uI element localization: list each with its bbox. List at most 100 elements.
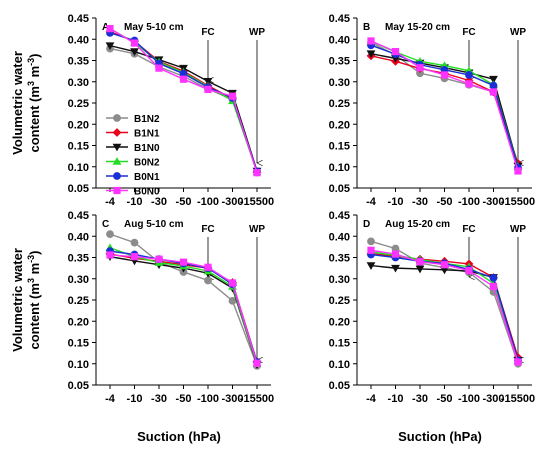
x-tick-label: -50 xyxy=(437,196,453,208)
y-tick-label: 0.05 xyxy=(329,380,350,392)
y-tick-label: 0.15 xyxy=(329,141,350,153)
y-axis-label-line1: Volumetric water xyxy=(10,248,25,352)
legend-item: B0N1 xyxy=(106,172,160,183)
data-point xyxy=(440,71,449,79)
data-point xyxy=(440,261,449,269)
y-tick-label: 0.05 xyxy=(329,183,350,195)
data-point xyxy=(130,48,139,56)
x-tick-label: -300 xyxy=(221,393,243,405)
data-point xyxy=(489,81,498,90)
data-point xyxy=(204,263,212,271)
data-point xyxy=(367,246,375,254)
y-tick-label: 0.10 xyxy=(68,162,89,174)
y-tick-label: 0.15 xyxy=(68,338,89,350)
x-tick-label: -15500 xyxy=(501,196,535,208)
legend-label: B1N2 xyxy=(134,114,160,125)
x-tick-label: -30 xyxy=(151,393,167,405)
x-tick-label: -15500 xyxy=(501,393,535,405)
panels: 0.05 0.10 0.15 0.20 0.25 0.30 0.35 0.40 0.45 -4 -1… xyxy=(68,13,536,405)
panel-letter: D xyxy=(363,219,370,230)
panel-letter: B xyxy=(363,22,370,33)
y-tick-label: 0.40 xyxy=(68,231,89,243)
data-point xyxy=(113,114,121,122)
panel-title: May 15-20 cm xyxy=(385,22,450,33)
series-b1n0 xyxy=(105,253,262,369)
chart-panel-d: 0.05 0.10 0.15 0.20 0.25 0.30 0.35 0.40 0.45 -4 -1… xyxy=(329,210,536,405)
x-tick-label: -10 xyxy=(127,393,143,405)
chart-panel-a: 0.05 0.10 0.15 0.20 0.25 0.30 0.35 0.40 0.45 -4 -1… xyxy=(68,13,275,208)
y-tick-label: 0.20 xyxy=(329,119,350,131)
y-axis-label-bottom: Volumetric water content (m3 m-3) xyxy=(10,248,42,352)
y-tick-label: 0.35 xyxy=(68,253,89,265)
data-point xyxy=(391,47,400,56)
y-tick-label: 0.35 xyxy=(68,56,89,68)
y-axis-label-line2: content (m3 m-3) xyxy=(26,251,42,350)
x-tick-label: -30 xyxy=(412,393,428,405)
data-point xyxy=(366,50,376,59)
y-tick-label: 0.30 xyxy=(68,77,89,89)
x-tick-label: -10 xyxy=(388,393,404,405)
data-point xyxy=(112,128,122,137)
y-tick-label: 0.30 xyxy=(68,274,89,286)
fc-label: FC xyxy=(462,224,475,235)
data-point xyxy=(228,279,237,287)
y-tick-label: 0.25 xyxy=(329,98,350,110)
y-tick-label: 0.20 xyxy=(329,316,350,328)
y-axis-label-line2: content (m3 m-3) xyxy=(26,54,42,153)
data-point xyxy=(465,80,473,88)
legend-item: B1N2 xyxy=(106,114,160,125)
legend-item: B1N1 xyxy=(106,128,160,140)
y-tick-label: 0.30 xyxy=(329,274,350,286)
x-tick-label: -300 xyxy=(221,196,243,208)
chart-panel-b: 0.05 0.10 0.15 0.20 0.25 0.30 0.35 0.40 0.45 -4 -1… xyxy=(329,13,536,208)
x-tick-label: -30 xyxy=(412,196,428,208)
series-b0n0 xyxy=(106,25,261,177)
x-tick-label: -100 xyxy=(197,196,219,208)
x-tick-label: -50 xyxy=(437,393,453,405)
data-point xyxy=(106,25,114,33)
wp-label: WP xyxy=(510,27,526,38)
panel-letter: C xyxy=(102,219,109,230)
panel-title: May 5-10 cm xyxy=(124,22,184,33)
y-tick-label: 0.25 xyxy=(68,295,89,307)
fc-label: FC xyxy=(462,27,475,38)
data-point xyxy=(489,88,498,96)
x-tick-label: -100 xyxy=(197,393,219,405)
legend-label: B1N0 xyxy=(134,143,160,154)
y-tick-label: 0.20 xyxy=(68,316,89,328)
x-tick-label: -100 xyxy=(458,196,480,208)
data-point xyxy=(253,359,261,367)
legend-label: B1N1 xyxy=(134,129,160,140)
series-b1n0 xyxy=(105,42,262,176)
data-point xyxy=(155,255,163,263)
data-point xyxy=(489,282,498,290)
data-point xyxy=(465,71,473,79)
legend-item: B0N2 xyxy=(106,157,160,169)
data-point xyxy=(113,186,121,195)
series-b1n0 xyxy=(366,262,523,365)
wp-label: WP xyxy=(510,224,526,235)
data-point xyxy=(228,296,237,305)
data-point xyxy=(391,264,400,273)
x-axis-label-right: Suction (hPa) xyxy=(398,429,482,444)
data-point xyxy=(253,169,261,177)
data-point xyxy=(415,265,425,274)
series-b0n2 xyxy=(105,24,262,176)
y-tick-label: 0.40 xyxy=(329,34,350,46)
y-tick-label: 0.05 xyxy=(68,183,89,195)
x-tick-label: -4 xyxy=(366,393,377,405)
data-point xyxy=(514,167,522,175)
legend-label: B0N2 xyxy=(134,158,160,169)
wp-label: WP xyxy=(249,27,265,38)
y-tick-label: 0.30 xyxy=(329,77,350,89)
data-point xyxy=(130,253,139,261)
data-point xyxy=(113,172,121,180)
data-point xyxy=(465,267,473,275)
y-axis-label-line1: Volumetric water xyxy=(10,51,25,155)
data-point xyxy=(440,266,449,275)
y-tick-label: 0.45 xyxy=(68,13,89,25)
legend-item: B1N0 xyxy=(106,143,160,154)
y-tick-label: 0.45 xyxy=(329,13,350,25)
x-tick-label: -15500 xyxy=(240,393,274,405)
